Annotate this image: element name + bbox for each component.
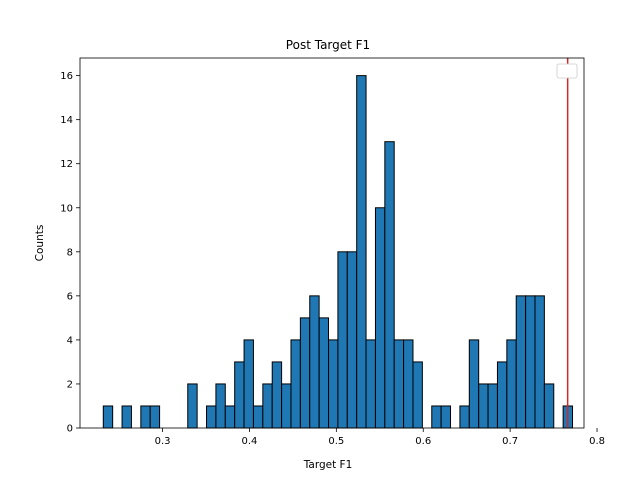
legend-box — [556, 63, 578, 79]
histogram-bar — [243, 339, 254, 429]
histogram-bar — [337, 251, 348, 429]
histogram-bar — [224, 405, 236, 429]
histogram-bar — [187, 383, 198, 429]
histogram-bar — [374, 207, 386, 429]
y-tick-label: 12 — [60, 159, 73, 170]
x-tick-label: 0.4 — [241, 436, 257, 447]
x-tick-label: 0.3 — [155, 436, 171, 447]
histogram-bar — [468, 339, 480, 429]
histogram-bar — [534, 295, 545, 429]
histogram-bar — [365, 339, 376, 429]
y-axis-ticks: 0 2 4 6 8 10 12 14 16 — [60, 71, 80, 435]
histogram-bar — [412, 361, 423, 429]
histogram-bar — [206, 405, 217, 429]
histogram-bar — [328, 339, 339, 429]
y-tick-label: 8 — [67, 247, 73, 258]
histogram-bar — [487, 383, 498, 429]
x-tick-label: 0.7 — [502, 436, 518, 447]
histogram-bar — [356, 75, 367, 429]
y-tick-label: 6 — [67, 291, 73, 302]
histogram-bar — [121, 405, 132, 429]
chart-title: Post Target F1 — [286, 38, 370, 52]
plot-frame — [79, 57, 585, 429]
histogram-bar — [309, 295, 320, 429]
x-tick-label: 0.5 — [328, 436, 344, 447]
y-tick-label: 2 — [67, 379, 73, 390]
histogram-bar — [346, 251, 358, 429]
histogram-bar — [393, 339, 405, 429]
histogram-bar — [403, 339, 414, 429]
histogram-bar — [384, 141, 395, 429]
y-tick-label: 16 — [60, 71, 73, 82]
y-tick-label: 14 — [60, 115, 73, 126]
histogram-bar — [496, 361, 508, 429]
x-tick-label: 0.6 — [415, 436, 431, 447]
y-tick-label: 10 — [60, 203, 73, 214]
histogram-bar — [543, 383, 555, 429]
histogram-bar — [271, 361, 283, 429]
histogram-bar — [140, 405, 151, 429]
histogram-bar — [149, 405, 161, 429]
x-tick-label: 0.8 — [589, 436, 605, 447]
histogram-bar — [478, 383, 489, 429]
histogram-bar — [299, 317, 311, 429]
histogram-bar — [290, 339, 301, 429]
histogram-bar — [102, 405, 114, 429]
histogram-bar — [431, 405, 442, 429]
y-tick-label: 4 — [67, 335, 73, 346]
x-axis-label: Target F1 — [303, 459, 353, 471]
histogram-bar — [506, 339, 517, 429]
histogram-bar — [252, 405, 264, 429]
histogram-bar — [215, 383, 226, 429]
histogram-bar — [262, 383, 273, 429]
histogram-bar — [281, 383, 292, 429]
bars-group — [102, 75, 574, 429]
histogram-bar — [525, 295, 536, 429]
x-axis-ticks: 0.3 0.4 0.5 0.6 0.7 0.8 — [155, 428, 605, 447]
histogram-bar — [459, 405, 470, 429]
histogram-bar — [440, 405, 452, 429]
histogram-bar — [515, 295, 527, 429]
histogram-bar — [234, 361, 245, 429]
y-axis-label: Counts — [34, 225, 46, 262]
histogram-bar — [318, 317, 330, 429]
y-tick-label: 0 — [67, 424, 73, 435]
